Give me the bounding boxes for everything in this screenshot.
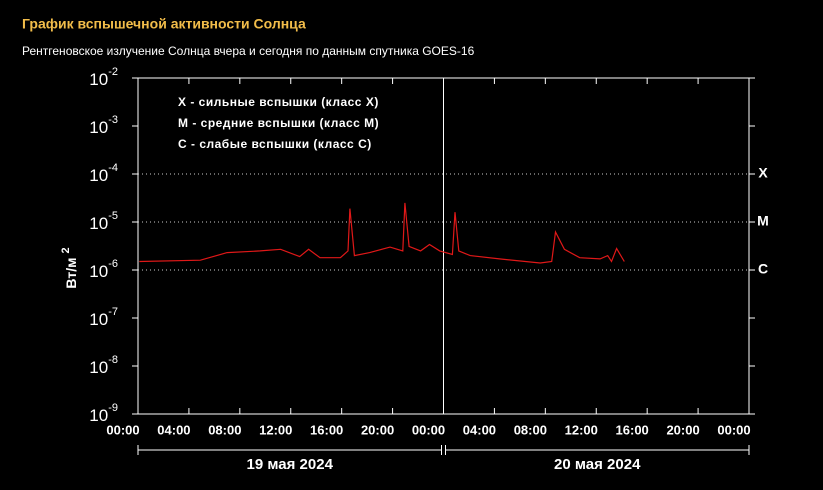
y-tick-base: 10 <box>89 118 108 137</box>
y-tick-label: 10-8 <box>89 354 118 378</box>
y-tick-label: 10-6 <box>89 258 118 282</box>
x-tick-label: 20:00 <box>361 422 394 437</box>
y-tick-base: 10 <box>89 262 108 281</box>
y-tick-exp: -6 <box>108 258 118 270</box>
y-tick-exp: -4 <box>108 162 118 174</box>
y-tick-exp: -9 <box>108 402 118 414</box>
y-tick-exp: -5 <box>108 210 118 222</box>
x-tick-label: 12:00 <box>565 422 598 437</box>
x-tick-label: 16:00 <box>310 422 343 437</box>
chart-subtitle: Рентгеновское излучение Солнца вчера и с… <box>22 44 475 58</box>
x-tick-label: 00:00 <box>106 422 139 437</box>
flux-line <box>139 202 625 264</box>
y-tick-base: 10 <box>89 70 108 89</box>
chart-title: График вспышечной активности Солнца <box>22 16 306 32</box>
y-tick-base: 10 <box>89 406 108 425</box>
y-axis-label: Вт/м 2 <box>60 247 79 288</box>
x-tick-label: 00:00 <box>717 422 750 437</box>
x-tick-label: 00:00 <box>412 422 445 437</box>
x-tick-label: 08:00 <box>514 422 547 437</box>
x-tick-label: 08:00 <box>208 422 241 437</box>
y-tick-exp: -2 <box>108 66 118 78</box>
y-tick-label: 10-7 <box>89 306 118 330</box>
y-tick-exp: -8 <box>108 354 118 366</box>
y-axis-label-text: Вт/м 2 <box>60 247 79 288</box>
legend-line: M - средние вспышки (класс M) <box>178 116 379 130</box>
y-tick-exp: -3 <box>108 114 118 126</box>
y-tick-base: 10 <box>89 166 108 185</box>
legend-line: X - сильные вспышки (класс X) <box>178 95 379 109</box>
x-tick-label: 04:00 <box>157 422 190 437</box>
y-tick-base: 10 <box>89 310 108 329</box>
x-tick-label: 12:00 <box>259 422 292 437</box>
class-level-label: X <box>758 165 768 181</box>
y-label-base: Вт/м <box>63 258 79 289</box>
y-tick-label: 10-5 <box>89 210 118 234</box>
class-level-label: M <box>757 213 769 229</box>
y-tick-exp: -7 <box>108 306 118 318</box>
date-label: 20 мая 2024 <box>554 456 641 473</box>
x-tick-label: 20:00 <box>666 422 699 437</box>
legend-line: C - слабые вспышки (класс C) <box>178 137 372 151</box>
x-tick-label: 16:00 <box>616 422 649 437</box>
y-tick-label: 10-9 <box>89 402 118 426</box>
y-tick-label: 10-2 <box>89 66 118 90</box>
y-tick-label: 10-4 <box>89 162 118 186</box>
y-label-exp: 2 <box>60 247 72 253</box>
y-tick-base: 10 <box>89 358 108 377</box>
date-label: 19 мая 2024 <box>247 456 334 473</box>
class-level-label: C <box>758 261 768 277</box>
y-tick-base: 10 <box>89 214 108 233</box>
x-tick-label: 04:00 <box>463 422 496 437</box>
y-tick-label: 10-3 <box>89 114 118 138</box>
